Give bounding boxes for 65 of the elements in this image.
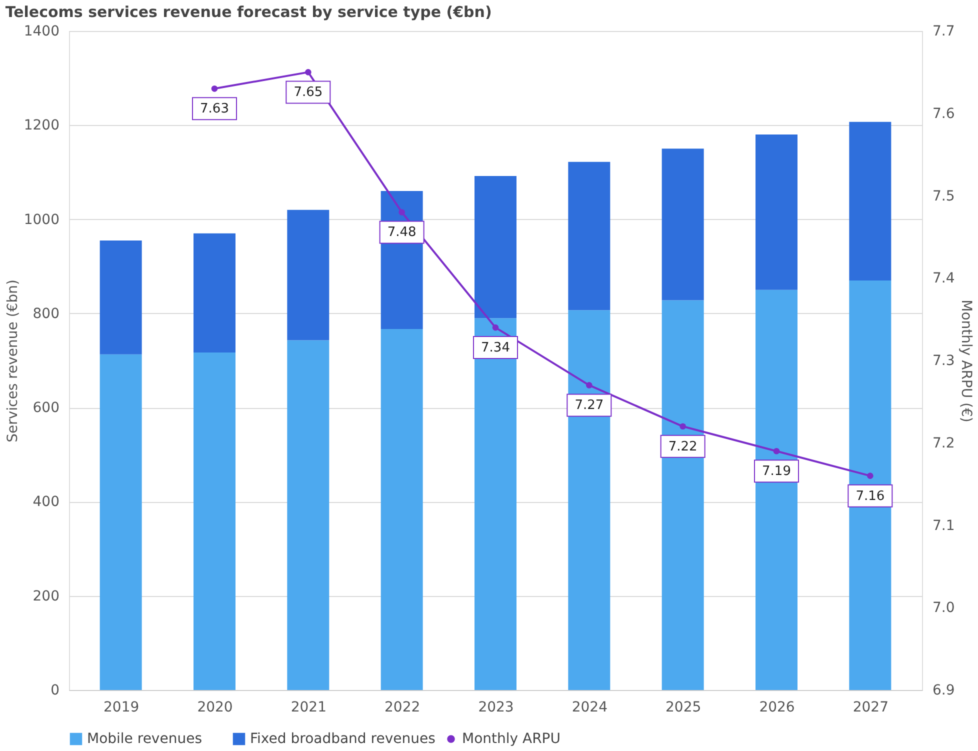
- y2-tick-label: 7.1: [932, 518, 955, 534]
- bar: [662, 148, 704, 300]
- bar: [849, 122, 892, 280]
- y2-tick-label: 7.7: [932, 24, 955, 40]
- x-tick-label: 2021: [290, 700, 326, 716]
- legend-label: Monthly ARPU: [462, 731, 560, 747]
- y2-tick-label: 7.3: [932, 353, 955, 369]
- bar: [194, 233, 236, 352]
- bar: [100, 354, 142, 690]
- x-tick-label: 2019: [104, 700, 140, 716]
- x-tick-label: 2025: [666, 700, 702, 716]
- y-tick-label: 400: [32, 494, 60, 510]
- point: [680, 423, 686, 430]
- chart-title: Telecoms services revenue forecast by service type (€bn): [5, 3, 492, 21]
- y2-tick-label: 7.4: [932, 270, 955, 287]
- point: [398, 209, 405, 216]
- data-label: 7.63: [200, 102, 229, 117]
- y-tick-label: 0: [50, 682, 60, 698]
- y-tick-label: 200: [32, 588, 60, 604]
- data-label: 7.27: [574, 398, 604, 414]
- bar: [849, 280, 892, 690]
- y2-tick-label: 7.2: [932, 435, 955, 452]
- y2-tick-label: 7.5: [932, 188, 955, 204]
- point: [492, 324, 499, 331]
- y-tick-label: 600: [32, 400, 60, 416]
- y-tick-label: 1400: [24, 24, 60, 40]
- legend-label: Mobile revenues: [87, 731, 202, 747]
- data-label: 7.65: [294, 85, 323, 100]
- y2-tick-label: 7.6: [932, 106, 955, 122]
- y2-tick-label: 6.9: [932, 682, 955, 698]
- y-tick-label: 1200: [24, 118, 60, 134]
- x-tick-label: 2020: [197, 700, 233, 716]
- legend-label: Fixed broadband revenues: [250, 731, 436, 747]
- bar: [380, 328, 423, 690]
- x-tick-label: 2023: [478, 700, 514, 716]
- bar: [568, 162, 610, 310]
- x-tick-label: 2022: [384, 700, 420, 716]
- data-label: 7.19: [762, 464, 791, 480]
- y-tick-label: 1000: [24, 212, 60, 228]
- bar: [474, 176, 516, 318]
- data-label: 7.48: [387, 225, 416, 240]
- bar: [287, 340, 330, 690]
- y-axis-title: Services revenue (€bn): [4, 280, 21, 442]
- bar: [194, 352, 236, 690]
- x-tick-label: 2027: [852, 700, 888, 716]
- data-label: 7.34: [481, 340, 510, 356]
- y-tick-label: 800: [32, 306, 60, 322]
- x-tick-label: 2026: [759, 700, 795, 716]
- bar: [287, 210, 330, 340]
- y2-tick-label: 7.0: [932, 600, 955, 616]
- point: [586, 382, 592, 388]
- bar: [474, 318, 516, 690]
- point: [211, 86, 218, 92]
- data-label: 7.16: [856, 488, 885, 504]
- point: [867, 472, 874, 479]
- point: [773, 448, 780, 454]
- bar: [568, 310, 610, 690]
- bar: [100, 240, 142, 354]
- bar: [756, 290, 798, 690]
- data-label: 7.22: [668, 439, 698, 454]
- bar: [662, 300, 704, 690]
- y2-axis-title: Monthly ARPU (€): [958, 300, 974, 422]
- bar: [756, 134, 798, 290]
- x-tick-label: 2024: [572, 700, 608, 716]
- point: [305, 69, 312, 76]
